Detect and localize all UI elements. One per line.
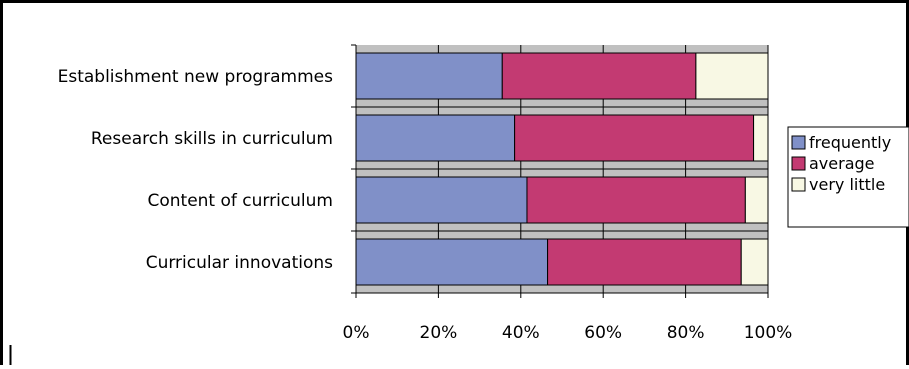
x-tick-label: 0%	[343, 323, 370, 343]
legend-swatch	[791, 156, 806, 171]
legend-label: average	[809, 154, 875, 173]
legend-label: very little	[809, 175, 885, 194]
bars-group	[355, 52, 769, 286]
legend-swatch	[791, 135, 806, 150]
bar-segment-frequently	[355, 238, 549, 286]
bar-segment-average	[501, 52, 697, 100]
category-label: Content of curriculum	[147, 191, 333, 211]
x-tick-label: 80%	[667, 323, 705, 343]
legend-label: frequently	[809, 133, 891, 152]
x-tick-label: 40%	[502, 323, 540, 343]
category-label: Research skills in curriculum	[91, 129, 333, 149]
bar-segment-average	[547, 238, 742, 286]
category-labels: Establishment new programmes Research ski…	[58, 67, 334, 273]
bar-segment-average	[514, 114, 755, 162]
bar-segment-frequently	[355, 52, 503, 100]
category-label: Curricular innovations	[146, 253, 333, 273]
bar-segment-frequently	[355, 176, 528, 224]
bar-segment-very-little	[695, 52, 769, 100]
x-tick-label: 100%	[744, 323, 793, 343]
legend-swatch	[791, 177, 806, 192]
x-tick-label: 20%	[420, 323, 458, 343]
bar-segment-very-little	[740, 238, 769, 286]
x-tick-label: 60%	[584, 323, 622, 343]
bar-segment-very-little	[753, 114, 769, 162]
bar-segment-very-little	[744, 176, 769, 224]
legend: frequently average very little	[787, 126, 909, 228]
bar-segment-average	[526, 176, 746, 224]
x-tick-labels: 0% 20% 40% 60% 80% 100%	[343, 323, 793, 343]
bar-segment-frequently	[355, 114, 516, 162]
category-label: Establishment new programmes	[58, 67, 334, 87]
legend-box	[787, 126, 909, 228]
